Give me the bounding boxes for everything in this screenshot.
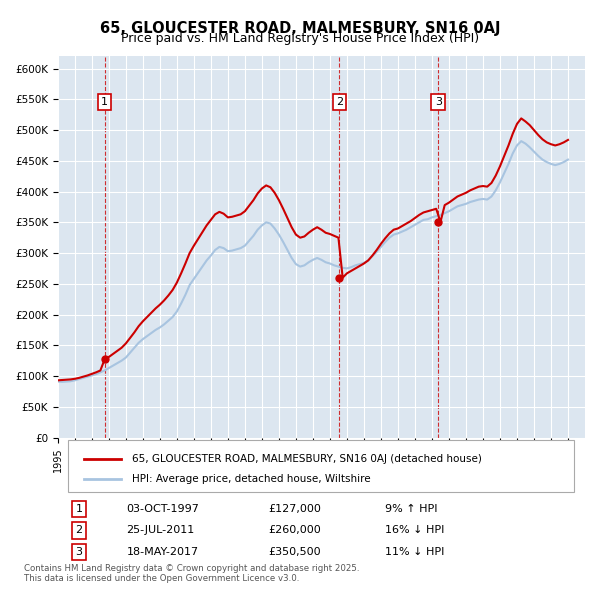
Text: 25-JUL-2011: 25-JUL-2011 <box>127 526 194 535</box>
Text: £350,500: £350,500 <box>269 547 322 557</box>
Text: 2: 2 <box>336 97 343 107</box>
Text: 16% ↓ HPI: 16% ↓ HPI <box>385 526 444 535</box>
Text: £260,000: £260,000 <box>269 526 322 535</box>
Text: 03-OCT-1997: 03-OCT-1997 <box>127 504 199 514</box>
Text: 3: 3 <box>76 547 82 557</box>
Text: 3: 3 <box>435 97 442 107</box>
Text: HPI: Average price, detached house, Wiltshire: HPI: Average price, detached house, Wilt… <box>131 474 370 484</box>
Text: 11% ↓ HPI: 11% ↓ HPI <box>385 547 444 557</box>
Text: 65, GLOUCESTER ROAD, MALMESBURY, SN16 0AJ (detached house): 65, GLOUCESTER ROAD, MALMESBURY, SN16 0A… <box>131 454 482 464</box>
Text: Price paid vs. HM Land Registry's House Price Index (HPI): Price paid vs. HM Land Registry's House … <box>121 32 479 45</box>
Text: 9% ↑ HPI: 9% ↑ HPI <box>385 504 437 514</box>
Text: 1: 1 <box>76 504 82 514</box>
FancyBboxPatch shape <box>68 440 574 492</box>
Text: 1: 1 <box>101 97 108 107</box>
Text: 18-MAY-2017: 18-MAY-2017 <box>127 547 199 557</box>
Text: 65, GLOUCESTER ROAD, MALMESBURY, SN16 0AJ: 65, GLOUCESTER ROAD, MALMESBURY, SN16 0A… <box>100 21 500 35</box>
Text: 2: 2 <box>76 526 82 535</box>
Text: Contains HM Land Registry data © Crown copyright and database right 2025.
This d: Contains HM Land Registry data © Crown c… <box>24 563 359 583</box>
Text: £127,000: £127,000 <box>269 504 322 514</box>
